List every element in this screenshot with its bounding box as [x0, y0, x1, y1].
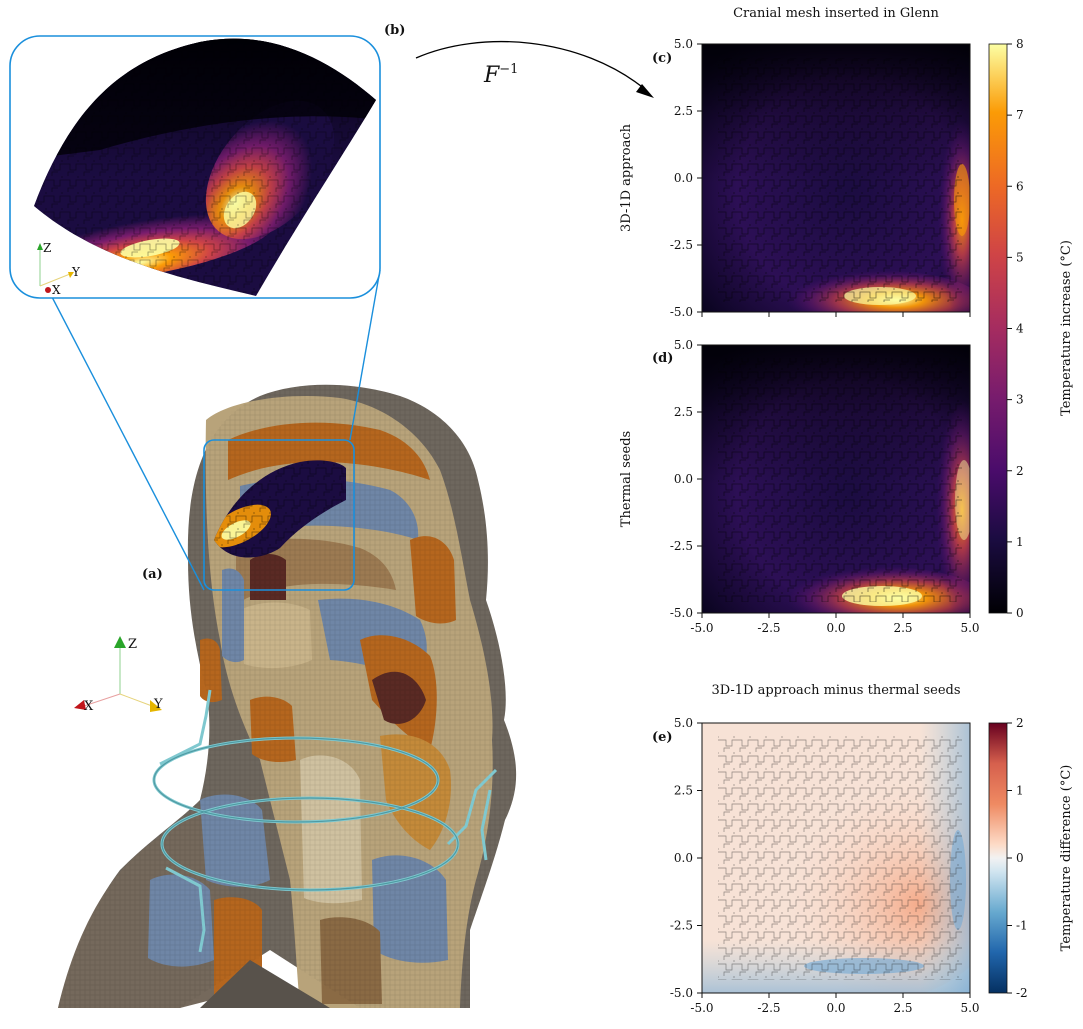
axis-d-y-tick-label: -2.5: [670, 539, 693, 553]
axis-c-y: 5.0 2.5 0.0 -2.5 -5.0: [670, 37, 702, 319]
axis-e-y-tick-label: 5.0: [674, 716, 693, 730]
axis-z-label: Z: [128, 637, 137, 652]
heatmap-e: [702, 723, 970, 993]
axis-e-x-tick-label: -2.5: [757, 1001, 780, 1015]
heatmap-c: [702, 44, 970, 312]
panel-label-b: (b): [384, 23, 405, 38]
axis-e-x-tick-label: 0.0: [826, 1001, 845, 1015]
colorbar-temperature-label: Temperature increase (°C): [1059, 240, 1074, 416]
axis-d-x: -5.0 -2.5 0.0 2.5 5.0: [690, 613, 980, 635]
axis-e-y-tick-label: 0.0: [674, 851, 693, 865]
small-z-arrow-icon: [37, 243, 43, 250]
axis-e-y-tick-label: -2.5: [670, 919, 693, 933]
zoom-line-right: [349, 269, 381, 441]
axis-c-y-tick-label: -2.5: [670, 238, 693, 252]
chart-c-ylabel: 3D-1D approach: [619, 123, 634, 232]
colorbar-difference-tick-label: -2: [1016, 986, 1028, 1000]
axis-e-y-tick-label: -5.0: [670, 986, 693, 1000]
small-x-dot-icon: [45, 287, 51, 293]
chart-d-ylabel: Thermal seeds: [619, 431, 634, 527]
colorbar-difference-label: Temperature difference (°C): [1059, 765, 1074, 952]
axis-d-x-tick-label: 0.0: [826, 621, 845, 635]
axis-e-x: -5.0 -2.5 0.0 2.5 5.0: [690, 993, 980, 1015]
axis-d-x-tick-label: -2.5: [757, 621, 780, 635]
axis-e-y: 5.0 2.5 0.0 -2.5 -5.0: [670, 716, 702, 1000]
colorbar-temperature-ticks: 8 7 6 5 4 3 2 1 0: [1007, 37, 1024, 620]
axis-d-y: 5.0 2.5 0.0 -2.5 -5.0: [670, 338, 702, 620]
panel-label-c: (c): [652, 51, 672, 66]
axis-y-label: Y: [153, 697, 163, 712]
axis-e-x-tick-label: 5.0: [960, 1001, 979, 1015]
colorbar-temperature-tick-label: 7: [1016, 108, 1024, 122]
colorbar-difference-tick-label: 2: [1016, 716, 1024, 730]
colorbar-difference-tick-label: 0: [1016, 851, 1024, 865]
axis-d-x-tick-label: 5.0: [960, 621, 979, 635]
mapping-label: F−1: [483, 62, 518, 88]
colorbar-temperature-tick-label: 6: [1016, 179, 1024, 193]
axis-c-y-tick-label: 0.0: [674, 171, 693, 185]
inset-panel-b: Z X Y: [9, 35, 381, 299]
colorbar-difference-ticks: 2 1 0 -1 -2: [1007, 716, 1028, 1000]
colorbar-temperature-tick-label: 8: [1016, 37, 1024, 51]
colorbar-temperature-tick-label: 2: [1016, 464, 1024, 478]
axis-e-y-tick-label: 2.5: [674, 784, 693, 798]
axis-e-x-tick-label: 2.5: [893, 1001, 912, 1015]
axis-d-y-tick-label: 2.5: [674, 405, 693, 419]
axis-e-x-tick-label: -5.0: [690, 1001, 713, 1015]
small-axis-x-label: X: [52, 283, 61, 297]
axis-d-y-tick-label: -5.0: [670, 606, 693, 620]
panel-label-d: (d): [652, 351, 673, 366]
heatmap-d: [702, 345, 970, 613]
axis-d-y-tick-label: 0.0: [674, 472, 693, 486]
x-axis-arrow-icon: [74, 700, 86, 710]
chart-c-title: Cranial mesh inserted in Glenn: [733, 6, 939, 21]
colorbar-temperature: [988, 43, 1008, 614]
colorbar-difference-tick-label: -1: [1016, 919, 1028, 933]
chart-e-title: 3D-1D approach minus thermal seeds: [711, 683, 960, 698]
colorbar-difference: [988, 722, 1008, 994]
arrowhead-icon: [636, 84, 654, 98]
small-y-arrow-icon: [68, 272, 74, 278]
axes-triad-large: Z X Y: [74, 636, 163, 714]
zoom-line-left: [37, 269, 205, 591]
colorbar-difference-tick-label: 1: [1016, 784, 1024, 798]
small-axis-y-label: Y: [71, 265, 81, 279]
panel-label-e: (e): [652, 730, 673, 745]
colorbar-temperature-tick-label: 0: [1016, 606, 1024, 620]
axes-triad-small: Z X Y: [37, 241, 81, 297]
axis-c-y-tick-label: 2.5: [674, 104, 693, 118]
colorbar-temperature-tick-label: 4: [1016, 322, 1024, 336]
head-model: [58, 384, 517, 1008]
axis-x-label: X: [84, 699, 94, 714]
axis-c-y-tick-label: -5.0: [670, 305, 693, 319]
axis-c-y-tick-label: 5.0: [674, 37, 693, 51]
colorbar-temperature-tick-label: 3: [1016, 393, 1024, 407]
z-axis-arrow-icon: [114, 636, 126, 648]
small-axis-z-label: Z: [43, 241, 51, 255]
axis-c-x: [701, 312, 971, 317]
colorbar-temperature-tick-label: 5: [1016, 250, 1024, 264]
head-inset-box: [203, 439, 355, 591]
y-axis-arrow-icon: [150, 700, 162, 712]
panel-label-a: (a): [142, 567, 163, 582]
axis-d-x-tick-label: 2.5: [893, 621, 912, 635]
axis-d-y-tick-label: 5.0: [674, 338, 693, 352]
mapping-arrow: F−1: [415, 40, 654, 98]
colorbar-temperature-tick-label: 1: [1016, 535, 1024, 549]
axis-d-x-tick-label: -5.0: [690, 621, 713, 635]
